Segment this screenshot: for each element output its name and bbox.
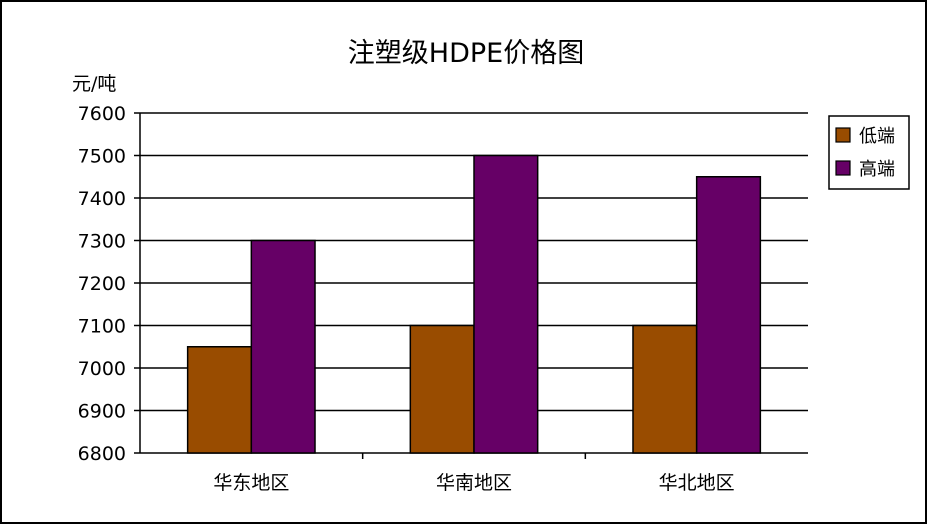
legend-label: 低端 (859, 126, 895, 147)
y-tick-label: 7100 (78, 316, 126, 338)
bar-low (632, 324, 698, 454)
y-tick-label: 6900 (78, 401, 126, 423)
y-tick-label: 6800 (78, 443, 126, 465)
plot-area: 6800 6900 7000 7100 7200 7300 7400 7500 7600 华东地区… (78, 103, 808, 494)
y-tick-label: 7500 (78, 146, 126, 168)
x-tick-label: 华北地区 (659, 472, 735, 494)
chart-title: 注塑级HDPE价格图 (348, 38, 584, 69)
x-tick-label: 华南地区 (436, 472, 512, 494)
y-tick-label: 7600 (78, 103, 126, 125)
y-tick-label: 7400 (78, 188, 126, 210)
x-tick-label: 华东地区 (213, 472, 289, 494)
legend-swatch (835, 160, 851, 176)
legend-swatch (835, 127, 851, 143)
y-tick-label: 7200 (78, 273, 126, 295)
bar-high (695, 176, 762, 454)
bar-high (250, 239, 316, 454)
bar-high (473, 154, 539, 454)
legend-label: 高端 (859, 159, 895, 180)
y-axis-unit-label: 元/吨 (72, 73, 116, 95)
y-tick-label: 7000 (78, 358, 126, 380)
y-tick-label: 7300 (78, 231, 126, 253)
bar-low (409, 324, 475, 454)
bar-low (186, 346, 253, 454)
